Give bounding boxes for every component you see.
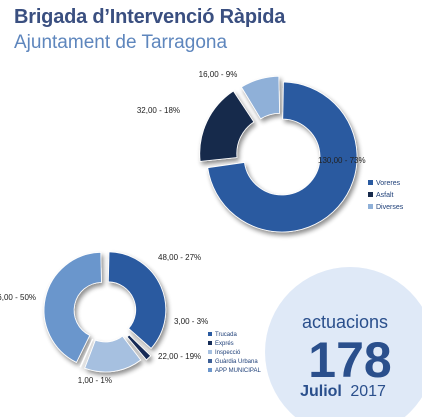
legend-swatch xyxy=(368,192,373,197)
data-label: 3,00 - 3% xyxy=(174,317,208,326)
donut-ring xyxy=(43,251,167,373)
slice-gu-rdia-urbana xyxy=(79,338,94,368)
badge-date: Juliol 2017 xyxy=(300,383,386,400)
legend-label: Diverses xyxy=(376,204,404,211)
legend-swatch xyxy=(208,332,212,336)
data-label: 130,00 - 73% xyxy=(318,156,366,165)
badge-month: Juliol xyxy=(300,383,342,400)
data-label: 1,00 - 1% xyxy=(78,376,112,385)
legend-label: Inspecció xyxy=(215,350,241,356)
legend-swatch xyxy=(368,204,373,209)
legend-swatch xyxy=(368,180,373,185)
data-label: 48,00 - 27% xyxy=(158,253,201,262)
actuacions-badge: actuacions 178 Juliol 2017 xyxy=(265,267,422,417)
legend-swatch xyxy=(208,359,212,363)
data-label: 16,00 - 9% xyxy=(199,70,238,79)
badge-circle xyxy=(265,267,422,417)
slice-voreres xyxy=(207,81,358,233)
legend-swatch xyxy=(208,341,212,345)
badge-word: actuacions xyxy=(302,312,388,332)
data-label: 32,00 - 18% xyxy=(137,106,180,115)
legend-label: Guàrdia Urbana xyxy=(215,359,258,365)
legend-label: Voreres xyxy=(376,180,401,187)
donut-ring xyxy=(199,75,358,233)
page-subtitle: Ajuntament de Tarragona xyxy=(14,32,228,53)
legend-swatch xyxy=(208,350,212,354)
legend-label: Exprés xyxy=(215,341,234,347)
badge-number: 178 xyxy=(308,332,391,388)
slice-asfalt xyxy=(199,90,255,162)
slice-inspecci- xyxy=(84,335,142,373)
donut-chart-category: 130,00 - 73% Voreres 32,00 - 18% Asfalt 16,0… xyxy=(137,70,404,233)
slice-expr-s xyxy=(126,334,152,361)
data-label: 56,00 - 50% xyxy=(0,293,36,302)
slice-diverses xyxy=(240,75,280,120)
legend-swatch xyxy=(208,368,212,372)
legend-label: Asfalt xyxy=(376,192,394,199)
badge-year: 2017 xyxy=(350,383,386,400)
slice-trucada xyxy=(107,251,167,349)
slice-app-municipal xyxy=(43,251,102,363)
legend-label: Trucada xyxy=(215,332,237,338)
donut-chart-origin: 48,00 - 27% Trucada 3,00 - 3% Exprés 22,00 -… xyxy=(0,251,261,385)
data-label: 22,00 - 19% xyxy=(158,352,201,361)
legend-label: APP MUNICIPAL xyxy=(215,368,261,374)
page-title: Brigada d’Intervenció Ràpida xyxy=(14,6,286,28)
